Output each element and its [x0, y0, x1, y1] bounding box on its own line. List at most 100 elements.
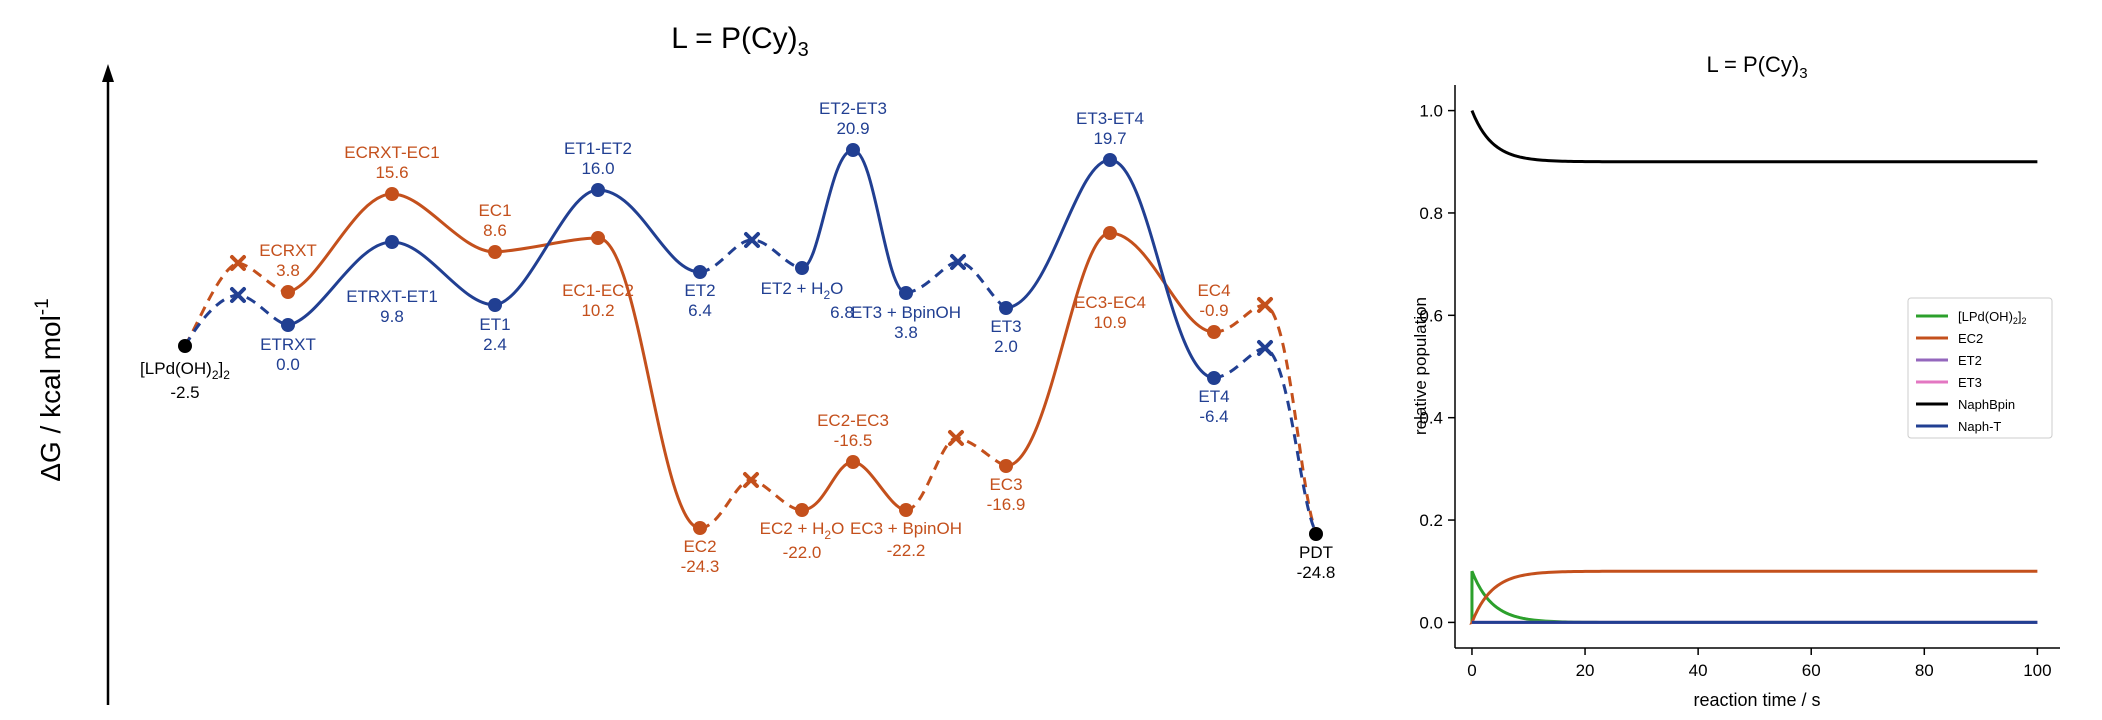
y-tick-label: 1.0 — [1419, 102, 1443, 121]
value-ec3-ec4: 10.9 — [1093, 313, 1126, 332]
population-title-text: L = P(Cy) — [1706, 52, 1799, 77]
orange-ec3-ec4 — [1005, 231, 1215, 468]
legend-label: NaphBpin — [1958, 397, 2015, 412]
energy-profile-title-text: L = P(Cy) — [671, 22, 797, 55]
value-etrxt-et1: 9.8 — [380, 307, 404, 326]
value-et3-bpinoh: 3.8 — [894, 323, 918, 342]
value-ec4: -0.9 — [1199, 301, 1228, 320]
xmark-orange-2 — [743, 472, 759, 488]
marker-etrxt — [281, 318, 295, 332]
value-et4: -6.4 — [1199, 407, 1228, 426]
orange-dash-start-ecrxt — [183, 261, 239, 347]
value-ec1-ec2: 10.2 — [581, 301, 614, 320]
population-legend: [LPd(OH)2]2 EC2 ET2 ET3 NaphBpin Naph-T — [1907, 297, 2053, 439]
label-ecrxt: ECRXT — [259, 241, 317, 260]
xmark-orange-4 — [1257, 297, 1273, 313]
x-tick-label: 20 — [1576, 661, 1595, 680]
orange-ec1-ec2 — [494, 236, 701, 530]
population-xlabel: reaction time / s — [1693, 690, 1820, 710]
marker-ec2-h2o — [795, 503, 809, 517]
marker-et2-h2o — [795, 261, 809, 275]
value-ec3: -16.9 — [987, 495, 1026, 514]
marker-etrxt-et1 — [385, 235, 399, 249]
label-et3-et4: ET3-ET4 — [1076, 109, 1144, 128]
marker-start — [178, 339, 192, 353]
y-tick-label: 0.4 — [1419, 409, 1443, 428]
population-series — [1470, 110, 2038, 624]
marker-et2-et3 — [846, 143, 860, 157]
value-et1-et2: 16.0 — [581, 159, 614, 178]
marker-et1-et2 — [591, 183, 605, 197]
label-etrxt-et1: ETRXT-ET1 — [346, 287, 438, 306]
label-ecrxt-ec1: ECRXT-EC1 — [344, 143, 439, 162]
xmark-orange-3 — [948, 430, 964, 446]
label-et3: ET3 — [990, 317, 1021, 336]
label-ec1-ec2: EC1-EC2 — [562, 281, 634, 300]
label-etrxt: ETRXT — [260, 335, 316, 354]
population-x-ticks: 0 20 40 60 80 100 — [1467, 648, 2052, 680]
population-title: L = P(Cy)3 — [1706, 52, 1807, 82]
orange-dash-ec4 — [1213, 303, 1318, 533]
marker-ec3-bpinoh — [899, 503, 913, 517]
energy-profile-panel: L = P(Cy)3 ΔG / kcal mol-1 — [32, 22, 1335, 705]
y-tick-label: 0.6 — [1419, 306, 1443, 325]
marker-et1 — [488, 298, 502, 312]
population-panel: L = P(Cy)3 0.0 0.2 0.4 0.6 0.8 1.0 0 20 40 60 80 1… — [1411, 52, 2060, 710]
label-pdt: PDT — [1299, 543, 1333, 562]
blue-et3-et4 — [1005, 158, 1215, 380]
blue-et2-et3 — [801, 148, 907, 295]
label-start: [LPd(OH)2]2 — [140, 359, 230, 382]
marker-ec3-ec4 — [1103, 226, 1117, 240]
series-line-1 — [1470, 569, 2038, 623]
marker-et4 — [1207, 371, 1221, 385]
y-tick-label: 0.0 — [1419, 613, 1443, 632]
series-line-0 — [1470, 570, 2038, 624]
label-ec2: EC2 — [683, 537, 716, 556]
label-et3-bpinoh: ET3 + BpinOH — [851, 303, 961, 322]
value-ec2-ec3: -16.5 — [834, 431, 873, 450]
y-tick-label: 0.2 — [1419, 511, 1443, 530]
label-ec2-h2o: EC2 + H2O — [760, 519, 845, 542]
label-ec3-bpinoh: EC3 + BpinOH — [850, 519, 962, 538]
blue-dash-et3 — [905, 260, 1007, 310]
xmark-blue-2 — [744, 232, 760, 248]
blue-pathway — [183, 148, 1318, 533]
x-tick-label: 40 — [1689, 661, 1708, 680]
label-ec3-ec4: EC3-EC4 — [1074, 293, 1146, 312]
xmark-blue-1 — [230, 287, 246, 303]
xmark-blue-3 — [950, 254, 966, 270]
value-etrxt: 0.0 — [276, 355, 300, 374]
xmark-blue-4 — [1257, 340, 1273, 356]
marker-et3 — [999, 301, 1013, 315]
x-markers — [230, 232, 1273, 488]
marker-ecrxt-ec1 — [385, 187, 399, 201]
value-ec2: -24.3 — [681, 557, 720, 576]
energy-axis-arrow-icon — [102, 64, 114, 82]
label-ec3: EC3 — [989, 475, 1022, 494]
legend-label: ET2 — [1958, 353, 1982, 368]
blue-dash-et4 — [1213, 346, 1318, 533]
value-pdt: -24.8 — [1297, 563, 1336, 582]
label-ec4: EC4 — [1197, 281, 1230, 300]
xmark-orange-1 — [230, 255, 246, 271]
energy-profile-title: L = P(Cy)3 — [671, 22, 809, 61]
marker-ec2-ec3 — [846, 455, 860, 469]
x-tick-label: 80 — [1915, 661, 1934, 680]
population-y-ticks: 0.0 0.2 0.4 0.6 0.8 1.0 — [1419, 102, 1455, 632]
marker-ec4 — [1207, 325, 1221, 339]
value-ec2-h2o: -22.0 — [783, 543, 822, 562]
marker-et2 — [693, 265, 707, 279]
marker-ec1 — [488, 245, 502, 259]
value-ec1: 8.6 — [483, 221, 507, 240]
legend-label: [LPd(OH)2]2 — [1958, 309, 2027, 326]
value-ecrxt-ec1: 15.6 — [375, 163, 408, 182]
value-et2-et3: 20.9 — [836, 119, 869, 138]
value-et1: 2.4 — [483, 335, 507, 354]
label-et1: ET1 — [479, 315, 510, 334]
y-tick-label: 0.8 — [1419, 204, 1443, 223]
value-ecrxt: 3.8 — [276, 261, 300, 280]
label-et2-et3: ET2-ET3 — [819, 99, 887, 118]
legend-label: Naph-T — [1958, 419, 2001, 434]
label-ec2-ec3: EC2-EC3 — [817, 411, 889, 430]
